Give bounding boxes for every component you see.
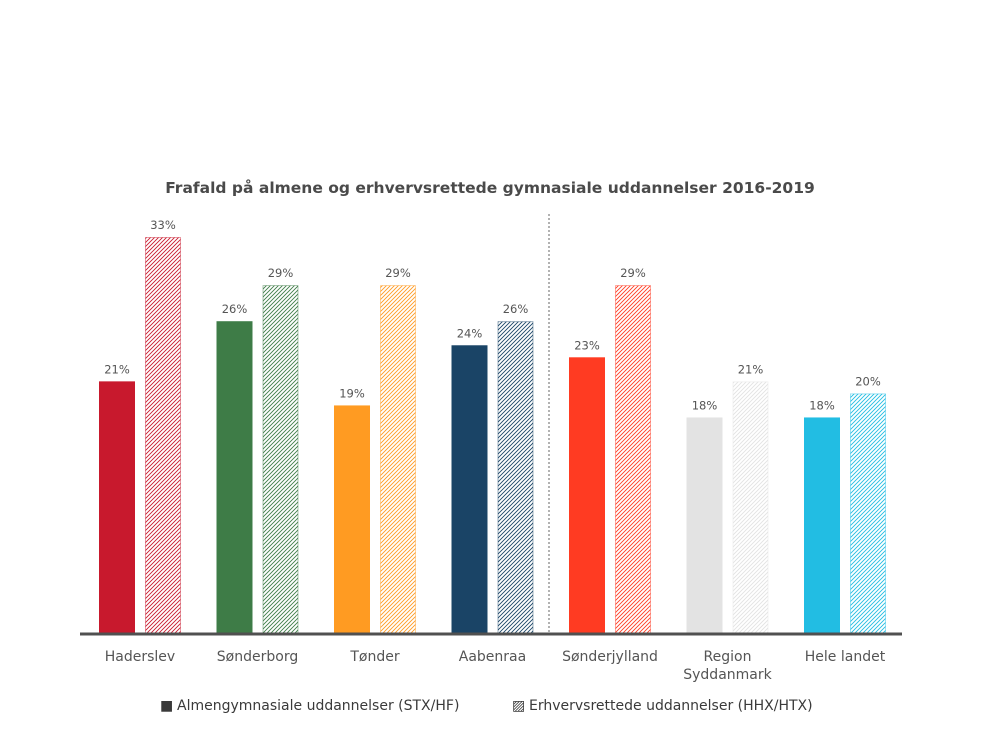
category-label-soenderborg: Sønderborg	[217, 649, 298, 665]
data-label-toender-stx-hf: 19%	[339, 386, 365, 400]
data-label-toender-hhx-htx: 29%	[385, 266, 411, 280]
bar-haderslev-hhx-htx	[145, 237, 181, 635]
data-label-region-syddanmark-hhx-htx: 21%	[738, 362, 764, 376]
bar-toender-hhx-htx	[380, 285, 416, 635]
bar-hele-landet-stx-hf	[804, 417, 840, 634]
legend-marker-solid: ■	[160, 698, 173, 714]
labels-layer: 21% 33% Haderslev 26% 29% Sønderborg 19% 29% Tøn…	[104, 218, 885, 683]
bar-hele-landet-hhx-htx	[850, 393, 886, 635]
category-label-region-syddanmark: Region Syddanmark	[683, 649, 772, 683]
category-label-toender: Tønder	[349, 649, 399, 665]
legend: ■ Almengymnasiale uddannelser (STX/HF) ▨…	[160, 698, 813, 714]
bar-region-syddanmark-stx-hf	[686, 417, 723, 634]
data-label-hele-landet-hhx-htx: 20%	[855, 374, 881, 388]
legend-label-stx-hf: Almengymnasiale uddannelser (STX/HF)	[177, 698, 459, 714]
data-label-soenderborg-hhx-htx: 29%	[268, 266, 294, 280]
data-label-haderslev-stx-hf: 21%	[104, 362, 130, 376]
data-label-aabenraa-stx-hf: 24%	[457, 326, 483, 340]
bar-toender-stx-hf	[334, 405, 370, 634]
legend-label-hhx-htx: Erhvervsrettede uddannelser (HHX/HTX)	[529, 698, 813, 714]
data-label-region-syddanmark-stx-hf: 18%	[692, 398, 718, 412]
bar-soenderborg-stx-hf	[216, 321, 253, 634]
category-label-aabenraa: Aabenraa	[459, 649, 526, 665]
data-label-aabenraa-hhx-htx: 26%	[503, 302, 529, 316]
bar-aabenraa-stx-hf	[451, 345, 488, 634]
bar-aabenraa-hhx-htx	[497, 321, 534, 635]
bar-soenderborg-hhx-htx	[262, 285, 299, 635]
data-label-soenderjylland-stx-hf: 23%	[574, 338, 600, 352]
bar-haderslev-stx-hf	[99, 381, 135, 634]
data-label-soenderborg-stx-hf: 26%	[222, 302, 248, 316]
data-label-hele-landet-stx-hf: 18%	[809, 398, 835, 412]
bar-soenderjylland-hhx-htx	[615, 285, 651, 635]
data-label-haderslev-hhx-htx: 33%	[150, 218, 176, 232]
bar-soenderjylland-stx-hf	[569, 357, 605, 634]
chart-title: Frafald på almene og erhvervsrettede gym…	[165, 178, 815, 197]
category-label-soenderjylland: Sønderjylland	[562, 649, 658, 665]
bar-region-syddanmark-hhx-htx	[732, 381, 769, 635]
legend-marker-hatched: ▨	[512, 698, 525, 714]
bars-layer	[99, 237, 886, 635]
data-label-soenderjylland-hhx-htx: 29%	[620, 266, 646, 280]
category-label-hele-landet: Hele landet	[805, 649, 886, 665]
category-label-haderslev: Haderslev	[105, 649, 175, 665]
